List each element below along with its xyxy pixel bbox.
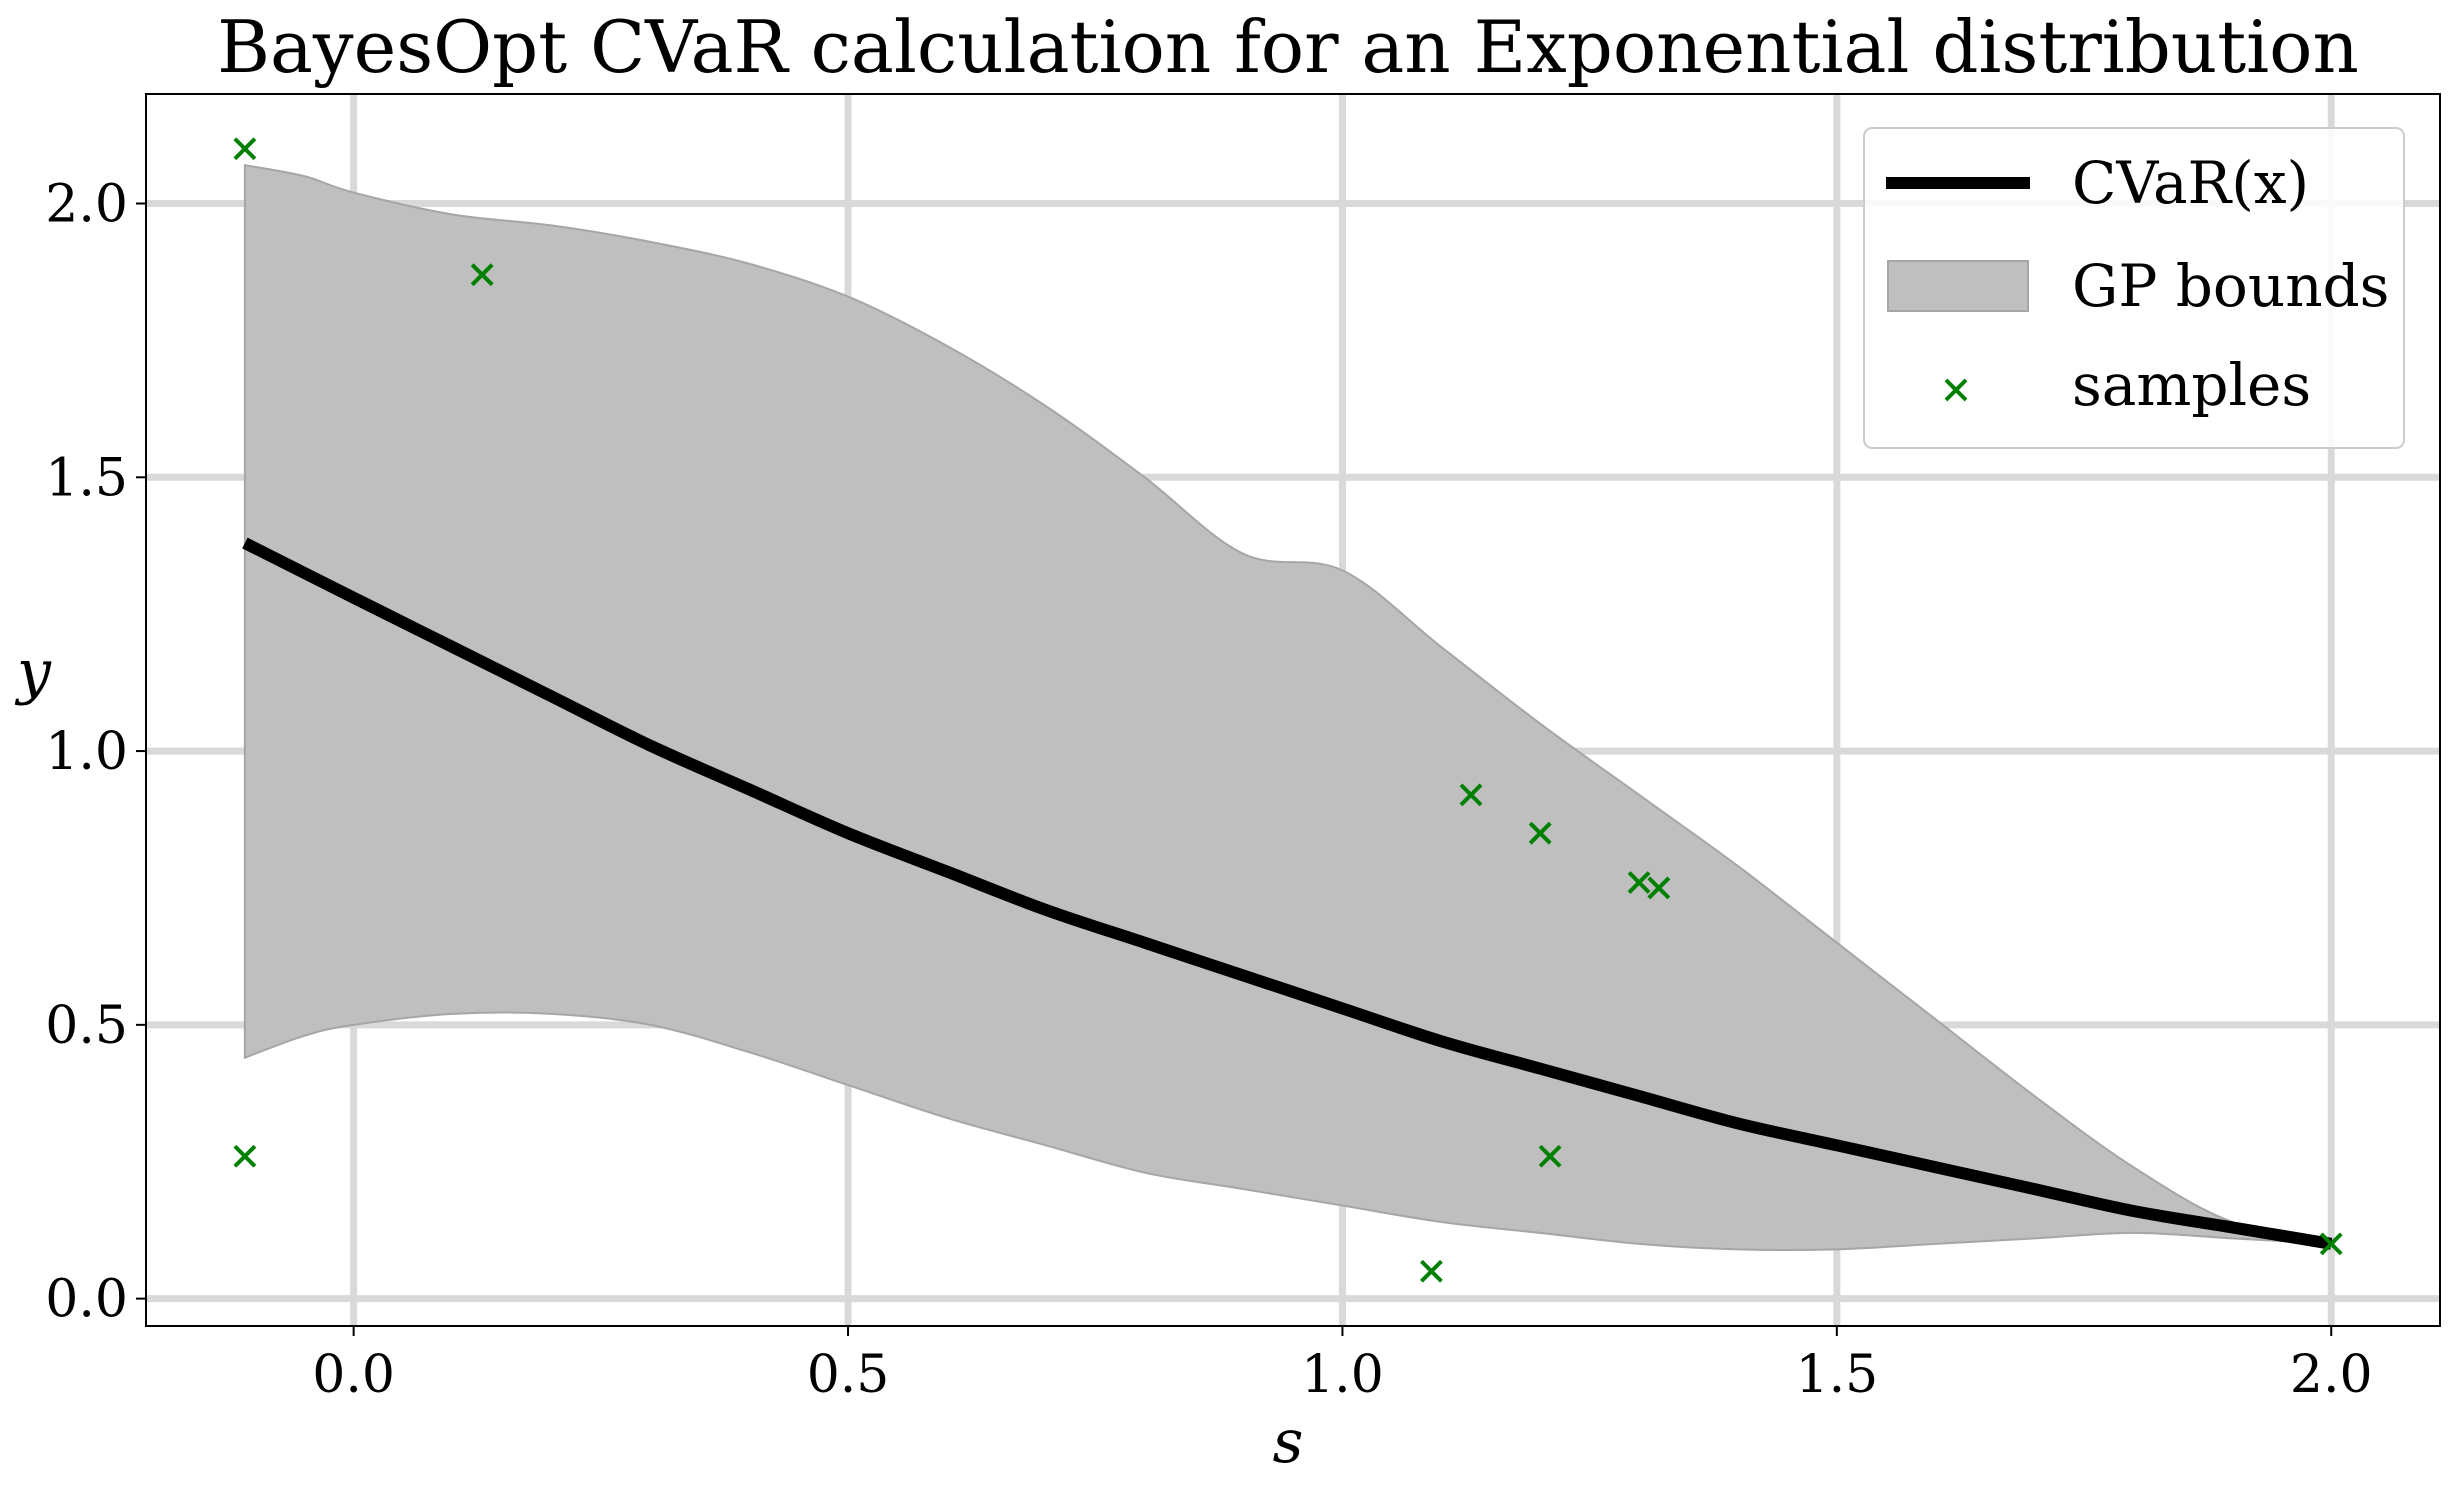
sample-point <box>233 1144 257 1168</box>
cvar-line-path <box>242 537 2333 1250</box>
x-tick-label: 1.5 <box>1795 1345 1878 1405</box>
sample-point <box>2319 1232 2343 1256</box>
legend: CVaR(x) GP bounds samples <box>1863 127 2405 449</box>
y-tick-label: 1.0 <box>45 722 128 782</box>
sample-point <box>1420 1259 1443 1283</box>
legend-swatch-samples <box>1944 378 1968 402</box>
sample-point <box>1528 821 1552 845</box>
sample-point <box>1538 1144 1562 1168</box>
y-tick-label: 0.0 <box>45 1270 128 1330</box>
sample-point <box>233 137 257 161</box>
legend-label-samples: samples <box>2072 351 2311 419</box>
sample-point <box>1647 876 1671 900</box>
x-tick-label: 0.0 <box>312 1345 395 1405</box>
sample-point <box>1459 783 1483 807</box>
sample-points <box>233 137 2343 1283</box>
chart-title: BayesOpt CVaR calculation for an Exponen… <box>217 5 2359 89</box>
x-tick-label: 1.0 <box>1301 1345 1384 1405</box>
sample-point <box>470 263 494 287</box>
legend-label-gp-bounds: GP bounds <box>2072 252 2389 320</box>
legend-box <box>1863 127 2405 449</box>
x-tick-label: 2.0 <box>2290 1345 2373 1405</box>
sample-point <box>1627 871 1651 894</box>
x-tick-label: 0.5 <box>807 1345 890 1405</box>
y-axis-label: y <box>14 637 52 707</box>
y-tick-label: 2.0 <box>45 175 128 235</box>
axis-ticks: 0.0 0.5 1.0 1.5 2.0 0.0 0.5 1.0 1.5 2.0 <box>45 175 2372 1405</box>
x-axis-label: s <box>1273 1407 1304 1477</box>
legend-swatch-gp-bounds <box>1887 260 2029 312</box>
y-tick-label: 0.5 <box>45 996 128 1056</box>
y-tick-label: 1.5 <box>45 448 128 508</box>
legend-label-cvar: CVaR(x) <box>2072 149 2309 217</box>
cvar-line <box>242 537 2333 1250</box>
plot-frame <box>145 93 2441 1327</box>
